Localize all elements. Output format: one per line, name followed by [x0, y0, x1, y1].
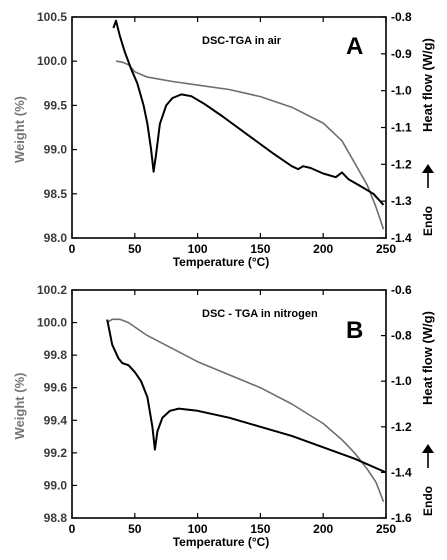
y-tick-label: 100.0 — [37, 316, 67, 330]
y-tick-label: 99.8 — [44, 348, 68, 362]
x-tick-label: 0 — [69, 242, 76, 256]
y2-tick-label: -1.3 — [391, 194, 412, 208]
x-tick-label: 100 — [188, 522, 208, 536]
y2-tick-label: -1.6 — [391, 511, 412, 525]
chart-title: DSC - TGA in nitrogen — [202, 308, 318, 320]
plot-frame — [71, 16, 387, 239]
x-tick-label: 150 — [250, 242, 270, 256]
endo-label: Endo — [421, 486, 435, 516]
y-axis-label: Weight (%) — [12, 96, 27, 163]
x-axis-label: Temperature (°C) — [173, 535, 270, 549]
endo-label: Endo — [421, 206, 435, 236]
y2-axis-label: Heat flow (W/g) — [420, 311, 435, 405]
x-tick-label: 200 — [313, 242, 333, 256]
y2-tick-label: -1.2 — [391, 420, 412, 434]
x-tick-label: 100 — [188, 242, 208, 256]
y2-tick-label: -0.9 — [391, 47, 412, 61]
y-tick-label: 99.4 — [44, 413, 68, 427]
x-tick-label: 250 — [376, 522, 396, 536]
y2-tick-label: -1.0 — [391, 374, 412, 388]
chart-title: DSC-TGA in air — [202, 35, 282, 47]
y-axis-label: Weight (%) — [12, 373, 27, 440]
y2-tick-label: -1.4 — [391, 231, 412, 245]
y-tick-label: 100.0 — [37, 54, 67, 68]
y-tick-label: 98.0 — [44, 231, 68, 245]
y2-tick-label: -1.2 — [391, 157, 412, 171]
dsc-heat-flow-curve — [112, 19, 385, 206]
panel-a-chart: 0 50 100 150 200 250 98.0 98.5 99.0 99.5 100.0 100.… — [12, 10, 435, 269]
x-tick-label: 250 — [376, 242, 396, 256]
y2-tick-label: -1.0 — [391, 84, 412, 98]
dsc-heat-flow-curve — [106, 319, 387, 474]
y-tick-label: 98.8 — [44, 511, 68, 525]
y2-tick-label: -0.8 — [391, 329, 412, 343]
tga-weight-curve — [115, 60, 385, 230]
x-tick-label: 150 — [250, 522, 270, 536]
panel-letter: A — [346, 33, 363, 60]
panel-letter: B — [346, 317, 363, 344]
endo-arrow-icon — [422, 164, 434, 173]
endo-arrow-icon — [422, 444, 434, 453]
x-tick-label: 200 — [313, 522, 333, 536]
plot-frame — [71, 289, 387, 519]
y-tick-label: 100.2 — [37, 283, 67, 297]
y-tick-label: 99.5 — [44, 98, 68, 112]
x-tick-label: 50 — [128, 242, 142, 256]
y2-tick-label: -1.1 — [391, 121, 412, 135]
y-tick-label: 99.2 — [44, 446, 68, 460]
y-tick-label: 99.0 — [44, 143, 68, 157]
x-axis-label: Temperature (°C) — [173, 255, 270, 269]
y-tick-label: 99.0 — [44, 478, 68, 492]
y2-axis-label: Heat flow (W/g) — [420, 38, 435, 132]
y-tick-label: 100.5 — [37, 10, 67, 24]
x-tick-label: 0 — [69, 522, 76, 536]
y2-tick-label: -0.6 — [391, 283, 412, 297]
y-tick-label: 98.5 — [44, 187, 68, 201]
panel-b-chart: 0 50 100 150 200 250 98.8 99.0 99.2 99.4 99.6 99.8 1… — [12, 283, 435, 549]
x-tick-label: 50 — [128, 522, 142, 536]
y-tick-label: 99.6 — [44, 381, 68, 395]
y2-tick-label: -1.4 — [391, 465, 412, 479]
y2-tick-label: -0.8 — [391, 10, 412, 24]
